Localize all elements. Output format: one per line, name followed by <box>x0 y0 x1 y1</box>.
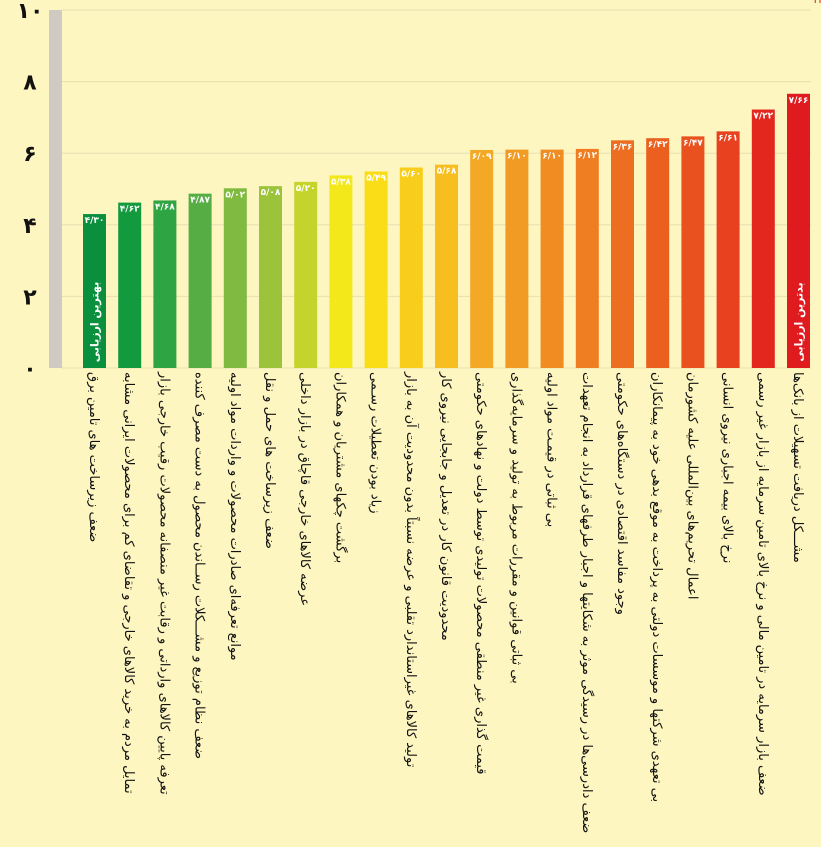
data-label: ۶/۶۱ <box>718 133 738 143</box>
bar <box>188 193 212 368</box>
data-label: ۶/۰۹ <box>472 152 492 162</box>
category-label: ضعف دادرسی‌ها در رسیدگی موثر به شکایتها … <box>579 372 595 833</box>
category-label: تعرفه پایین کالاهای وارداتی و رقابت غیر … <box>156 371 171 795</box>
bar <box>505 149 529 368</box>
category-label: بی تعهدی شرکتها و موسسات دولتی به پرداخت… <box>649 372 664 802</box>
category-label: تولید کالاهای غیراستاندارد تقلبی و عرضه … <box>403 371 421 768</box>
y-axis-bar <box>49 10 62 368</box>
bar <box>435 164 458 368</box>
worst-evaluation-label: بدترین ارزیابی <box>792 282 805 361</box>
category-label: اعمال تحریم‌های بین‌المللی علیه کشورمان <box>684 372 699 599</box>
data-label: ۵/۳۸ <box>331 177 351 187</box>
category-label: مشـــکل دریافت تسهیلات از بانک‌ها <box>790 372 805 563</box>
bar <box>83 214 106 368</box>
data-label: ۷/۶۶ <box>789 96 809 106</box>
data-label: ۵/۲۰ <box>296 184 316 194</box>
bar <box>470 149 494 368</box>
y-tick-label: ۴ <box>23 214 36 239</box>
data-label: ۶/۴۷ <box>683 138 703 148</box>
y-tick-label: ۰ <box>23 357 36 382</box>
data-label: ۴/۶۸ <box>155 202 175 212</box>
bar <box>540 149 564 368</box>
y-tick-label: ۶ <box>23 142 36 167</box>
data-label: ۵/۴۹ <box>366 173 386 183</box>
chart-subtitle: از ۲۱ مؤلفه‌ی محیط کسب و کار در ایران در… <box>812 0 821 6</box>
data-label: ۶/۳۶ <box>613 142 633 152</box>
y-tick-label: ۲ <box>23 285 37 310</box>
data-label: ۵/۶۸ <box>437 167 457 177</box>
category-label: برگشت چکهای مشتریان و همکاران <box>332 372 348 563</box>
data-label: ۷/۲۲ <box>753 112 773 122</box>
category-label: ضعف زیرساخت های حمل و نقل <box>262 372 277 549</box>
bar <box>153 200 177 368</box>
category-label: قیمت گذاری غیر منطقی محصولات تولیدی توسط… <box>473 372 489 775</box>
best-evaluation-label: بهترین ارزیابی <box>88 282 101 363</box>
data-label: ۶/۱۰ <box>507 152 527 162</box>
bar <box>259 186 282 368</box>
category-label: بی ثباتی در قیمـت مواد اولیه <box>544 372 559 527</box>
data-label: ۵/۶۰ <box>401 170 421 180</box>
category-label: تمایل مردم به خرید کالاهای خارجی و تقاضا… <box>121 372 136 794</box>
category-label: ضعف بازار سرمایه در تامین مالی و نرخ بال… <box>755 372 770 796</box>
category-label: نرخ بالای بیمه اجباری نیروی انسانی <box>720 372 735 563</box>
data-label: ۵/۰۲ <box>225 190 245 200</box>
data-label: ۴/۶۲ <box>120 205 140 215</box>
bar <box>364 171 388 368</box>
bar <box>118 202 142 368</box>
bar <box>575 148 599 368</box>
bar <box>716 131 740 368</box>
category-label: ضعف زیرساخت های تامین برق <box>86 372 101 542</box>
bar <box>294 181 318 368</box>
category-label: موانع تعرفه‌ای صادرات محصولات و واردات م… <box>227 372 242 661</box>
data-label: ۵/۰۸ <box>261 188 281 198</box>
data-label: ۶/۱۰ <box>542 152 562 162</box>
bar <box>681 136 705 368</box>
y-tick-label: ۸ <box>23 71 37 96</box>
category-label: وجود مفاسد اقتصادی در دستگاه‌های حکومتی <box>614 372 630 615</box>
bar <box>399 167 423 368</box>
y-tick-label: ۱۰ <box>17 0 44 24</box>
category-label: ضعف نظام توزیع و مشـــکلات رســاندن محصو… <box>192 372 207 759</box>
category-label: محدودیت قانون کار در تعدیل و جابجایی نیر… <box>438 371 453 641</box>
bar <box>646 138 670 368</box>
data-label: ۴/۸۷ <box>190 196 210 206</box>
bar <box>611 140 634 368</box>
bar <box>787 93 810 368</box>
data-label: ۶/۱۲ <box>577 151 597 161</box>
bar <box>329 175 353 368</box>
category-label: بی ثباتی قوانین و مقررات مربوط به تولید … <box>508 372 524 684</box>
category-label: عرضه کالاهای خارجی قاچاق در بازار داخلی <box>297 372 312 606</box>
bar <box>223 188 247 368</box>
data-label: ۴/۳۰ <box>85 216 105 226</box>
data-label: ۶/۴۲ <box>648 140 668 150</box>
category-label: زیاد بودن تعطیلات رسـمی <box>368 372 383 514</box>
bar <box>751 109 775 369</box>
